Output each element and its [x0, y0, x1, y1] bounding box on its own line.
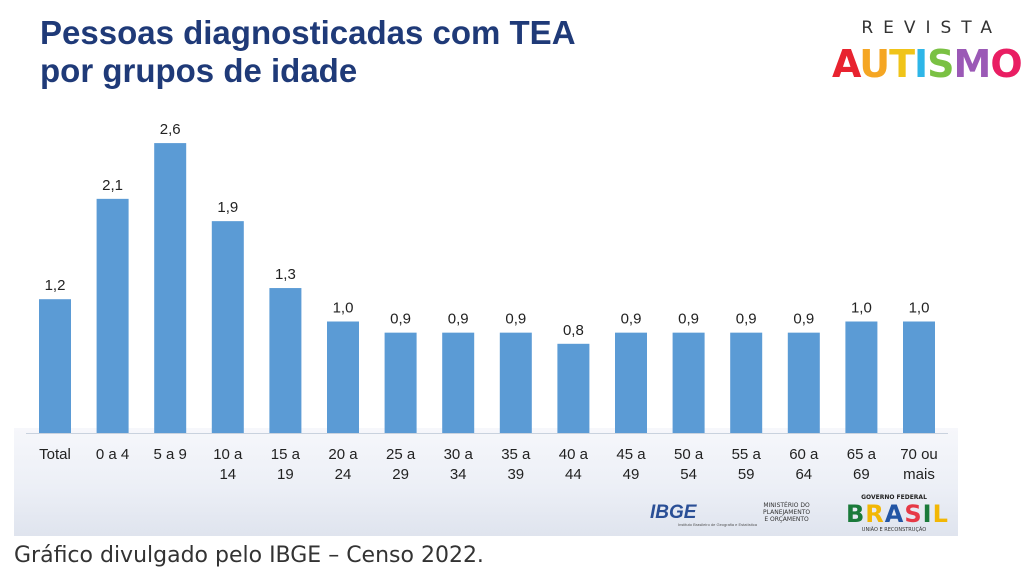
x-tick-label: 44	[565, 466, 582, 483]
logo-letter: S	[927, 42, 954, 86]
x-tick-label: 24	[335, 466, 352, 483]
chart-title-line-2: por grupos de idade	[40, 52, 358, 89]
bar	[845, 321, 878, 433]
ministry-logo: MINISTÉRIO DO PLANEJAMENTO E ORÇAMENTO	[763, 502, 810, 523]
bar	[211, 221, 244, 433]
data-label: 0,9	[448, 311, 469, 328]
data-label: 2,1	[102, 177, 123, 194]
bar	[672, 332, 705, 433]
data-label: 1,9	[217, 199, 238, 216]
ibge-subtitle: Instituto Brasileiro de Geografia e Esta…	[678, 522, 757, 527]
x-tick-label: 64	[795, 466, 812, 483]
revista-autismo-logo: REVISTA AUTISMO	[830, 18, 1023, 88]
x-tick-label: 5 a 9	[154, 446, 187, 463]
data-label: 0,9	[678, 311, 699, 328]
logo-revista-text: REVISTA	[861, 18, 1002, 38]
x-tick-label: 39	[507, 466, 524, 483]
x-tick-label: 40 a	[559, 446, 589, 463]
x-tick-label: 20 a	[328, 446, 358, 463]
bar	[384, 332, 417, 433]
data-label: 0,9	[736, 311, 757, 328]
logo-letter: T	[889, 42, 915, 86]
x-tick-label: 59	[738, 466, 755, 483]
logo-letter: O	[990, 42, 1022, 86]
gov-letter: A	[884, 500, 905, 528]
image-caption: Gráfico divulgado pelo IBGE – Censo 2022…	[14, 543, 484, 568]
gov-brasil-text: BRASIL	[846, 500, 948, 528]
logo-letter: M	[953, 42, 992, 86]
x-tick-label: 0 a 4	[96, 446, 129, 463]
x-tick-label: 55 a	[732, 446, 762, 463]
bar	[327, 321, 359, 433]
ibge-logo: IBGE	[650, 502, 697, 523]
x-tick-label: 35 a	[501, 446, 531, 463]
bar	[442, 332, 475, 433]
x-tick-label: 49	[623, 466, 640, 483]
x-tick-label: 60 a	[789, 446, 819, 463]
gov-letter: R	[865, 500, 885, 528]
ministry-line-2: PLANEJAMENTO	[763, 509, 811, 516]
gov-top-text: GOVERNO FEDERAL	[861, 494, 927, 501]
data-label: 2,6	[160, 121, 181, 138]
data-label: 0,9	[505, 311, 526, 328]
logo-autismo-text: AUTISMO	[832, 42, 1023, 86]
gov-letter: L	[932, 500, 949, 528]
gov-letter: S	[904, 500, 923, 528]
data-label: 0,9	[793, 311, 814, 328]
bar	[269, 288, 302, 433]
logo-letter: I	[914, 42, 928, 86]
x-tick-label: 30 a	[444, 446, 474, 463]
x-tick-label: 45 a	[616, 446, 646, 463]
data-label: 0,8	[563, 322, 584, 339]
data-label: 1,3	[275, 266, 296, 283]
bar	[903, 321, 935, 433]
x-tick-label: 25 a	[386, 446, 416, 463]
data-label: 1,0	[333, 300, 354, 317]
x-tick-label: 29	[392, 466, 409, 483]
data-label: 1,0	[851, 300, 872, 317]
chart-title-line-1: Pessoas diagnosticadas com TEA	[40, 14, 576, 51]
chart-title: Pessoas diagnosticadas com TEA por grupo…	[40, 14, 576, 90]
x-tick-label: 14	[219, 466, 236, 483]
gov-letter: I	[922, 500, 933, 528]
governo-federal-logo: GOVERNO FEDERAL BRASIL UNIÃO E RECONSTRU…	[846, 494, 948, 533]
data-label: 1,2	[45, 277, 66, 294]
chart-footer-band	[14, 428, 958, 536]
gov-sub-text: UNIÃO E RECONSTRUÇÃO	[861, 527, 927, 533]
x-tick-label: mais	[903, 466, 935, 483]
bar-chart: 1,2 Total 2,1 0 a 4 2,6 5 a 9 1,9 10 a 14 1,3 15 a…	[26, 121, 948, 483]
bar	[730, 332, 763, 433]
x-tick-label: 15 a	[271, 446, 301, 463]
x-tick-label: 54	[680, 466, 697, 483]
gov-letter: B	[846, 500, 866, 528]
bar	[154, 143, 187, 433]
bar	[557, 343, 590, 433]
data-label: 0,9	[621, 311, 642, 328]
data-label: 0,9	[390, 311, 411, 328]
x-tick-label: 70 ou	[900, 446, 938, 463]
x-tick-label: 69	[853, 466, 870, 483]
x-tick-label: 65 a	[847, 446, 877, 463]
x-tick-label: Total	[39, 446, 71, 463]
ministry-line-1: MINISTÉRIO DO	[763, 502, 810, 509]
x-tick-label: 19	[277, 466, 294, 483]
chart-panel: 1,2 Total 2,1 0 a 4 2,6 5 a 9 1,9 10 a 14 1,3 15 a…	[14, 110, 958, 536]
bar	[787, 332, 820, 433]
x-tick-label: 10 a	[213, 446, 243, 463]
x-tick-label: 34	[450, 466, 467, 483]
ministry-line-3: E ORÇAMENTO	[764, 516, 809, 523]
logo-letter: A	[832, 42, 860, 86]
bar	[615, 332, 647, 433]
bar	[96, 198, 129, 433]
data-label: 1,0	[909, 300, 930, 317]
logo-letter: U	[859, 42, 890, 86]
bar	[499, 332, 532, 433]
bar	[39, 299, 71, 433]
x-tick-label: 50 a	[674, 446, 704, 463]
